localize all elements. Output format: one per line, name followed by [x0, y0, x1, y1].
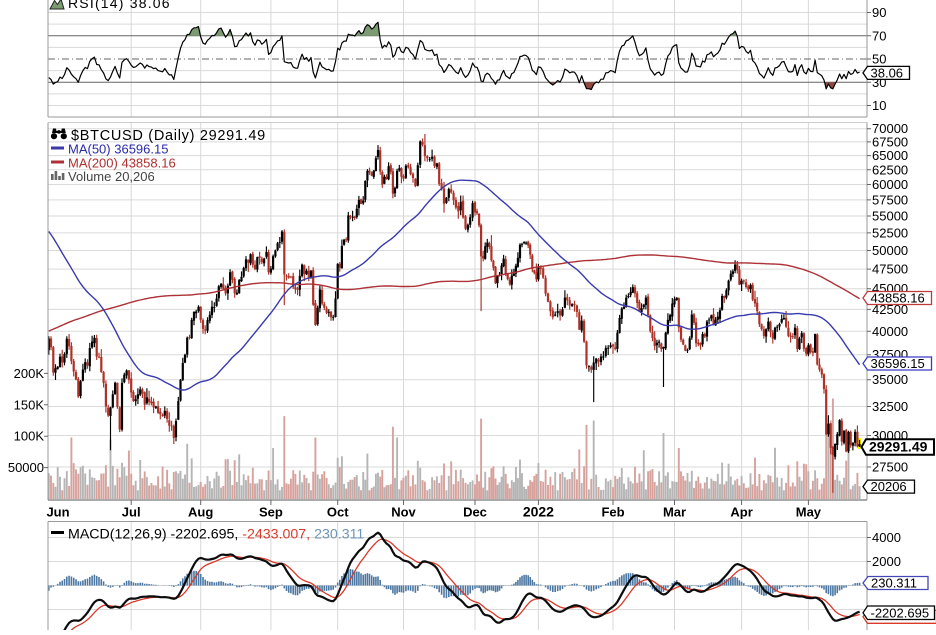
- svg-text:70: 70: [872, 28, 886, 43]
- svg-text:43858.16: 43858.16: [871, 291, 925, 306]
- svg-text:4000: 4000: [872, 530, 901, 545]
- svg-text:29291.49: 29291.49: [869, 439, 928, 455]
- svg-text:$BTCUSD (Daily) 29291.49: $BTCUSD (Daily) 29291.49: [71, 128, 266, 144]
- svg-text:Aug: Aug: [188, 505, 213, 520]
- svg-text:Jul: Jul: [122, 505, 141, 520]
- svg-text:Mar: Mar: [663, 505, 686, 520]
- svg-text:150K: 150K: [14, 397, 45, 412]
- svg-text:40000: 40000: [872, 324, 908, 339]
- svg-text:Jun: Jun: [46, 505, 69, 520]
- svg-text:65000: 65000: [872, 148, 908, 163]
- svg-text:55000: 55000: [872, 209, 908, 224]
- svg-text:RSI(14) 38.06: RSI(14) 38.06: [68, 0, 171, 11]
- svg-text:60000: 60000: [872, 177, 908, 192]
- svg-text:Sep: Sep: [259, 505, 283, 520]
- svg-text:90: 90: [872, 5, 886, 20]
- svg-text:Dec: Dec: [463, 505, 487, 520]
- svg-text:Feb: Feb: [601, 505, 624, 520]
- svg-text:20206: 20206: [871, 479, 907, 494]
- svg-text:47500: 47500: [872, 262, 908, 277]
- svg-text:Oct: Oct: [327, 505, 349, 520]
- svg-text:67500: 67500: [872, 134, 908, 149]
- svg-text:May: May: [796, 505, 822, 520]
- svg-text:-2202.695: -2202.695: [871, 605, 930, 620]
- svg-text:35000: 35000: [872, 372, 908, 387]
- svg-text:32500: 32500: [872, 399, 908, 414]
- svg-text:Nov: Nov: [391, 505, 416, 520]
- svg-text:27500: 27500: [872, 459, 908, 474]
- svg-text:200K: 200K: [14, 366, 45, 381]
- svg-text:50000: 50000: [872, 243, 908, 258]
- svg-text:2022: 2022: [523, 504, 554, 520]
- svg-text:57500: 57500: [872, 192, 908, 207]
- svg-text:52500: 52500: [872, 225, 908, 240]
- svg-text:230.311: 230.311: [871, 576, 917, 591]
- svg-text:MA(50) 36596.15: MA(50) 36596.15: [68, 142, 168, 157]
- svg-text:70000: 70000: [872, 121, 908, 136]
- svg-text:50000: 50000: [8, 460, 44, 475]
- svg-text:50: 50: [872, 52, 886, 67]
- svg-text:MA(200) 43858.16: MA(200) 43858.16: [68, 156, 176, 171]
- svg-text:Apr: Apr: [730, 505, 752, 520]
- svg-text:100K: 100K: [14, 429, 45, 444]
- svg-text:38.06: 38.06: [871, 65, 904, 80]
- svg-text:10: 10: [872, 98, 886, 113]
- svg-text:36596.15: 36596.15: [871, 356, 925, 371]
- svg-text:2000: 2000: [872, 554, 901, 569]
- svg-text:MACD(12,26,9) -2202.695, -2433: MACD(12,26,9) -2202.695, -2433.007, 230.…: [68, 527, 364, 543]
- svg-text:Volume 20,206: Volume 20,206: [68, 169, 155, 184]
- svg-text:62500: 62500: [872, 162, 908, 177]
- svg-text:42500: 42500: [872, 302, 908, 317]
